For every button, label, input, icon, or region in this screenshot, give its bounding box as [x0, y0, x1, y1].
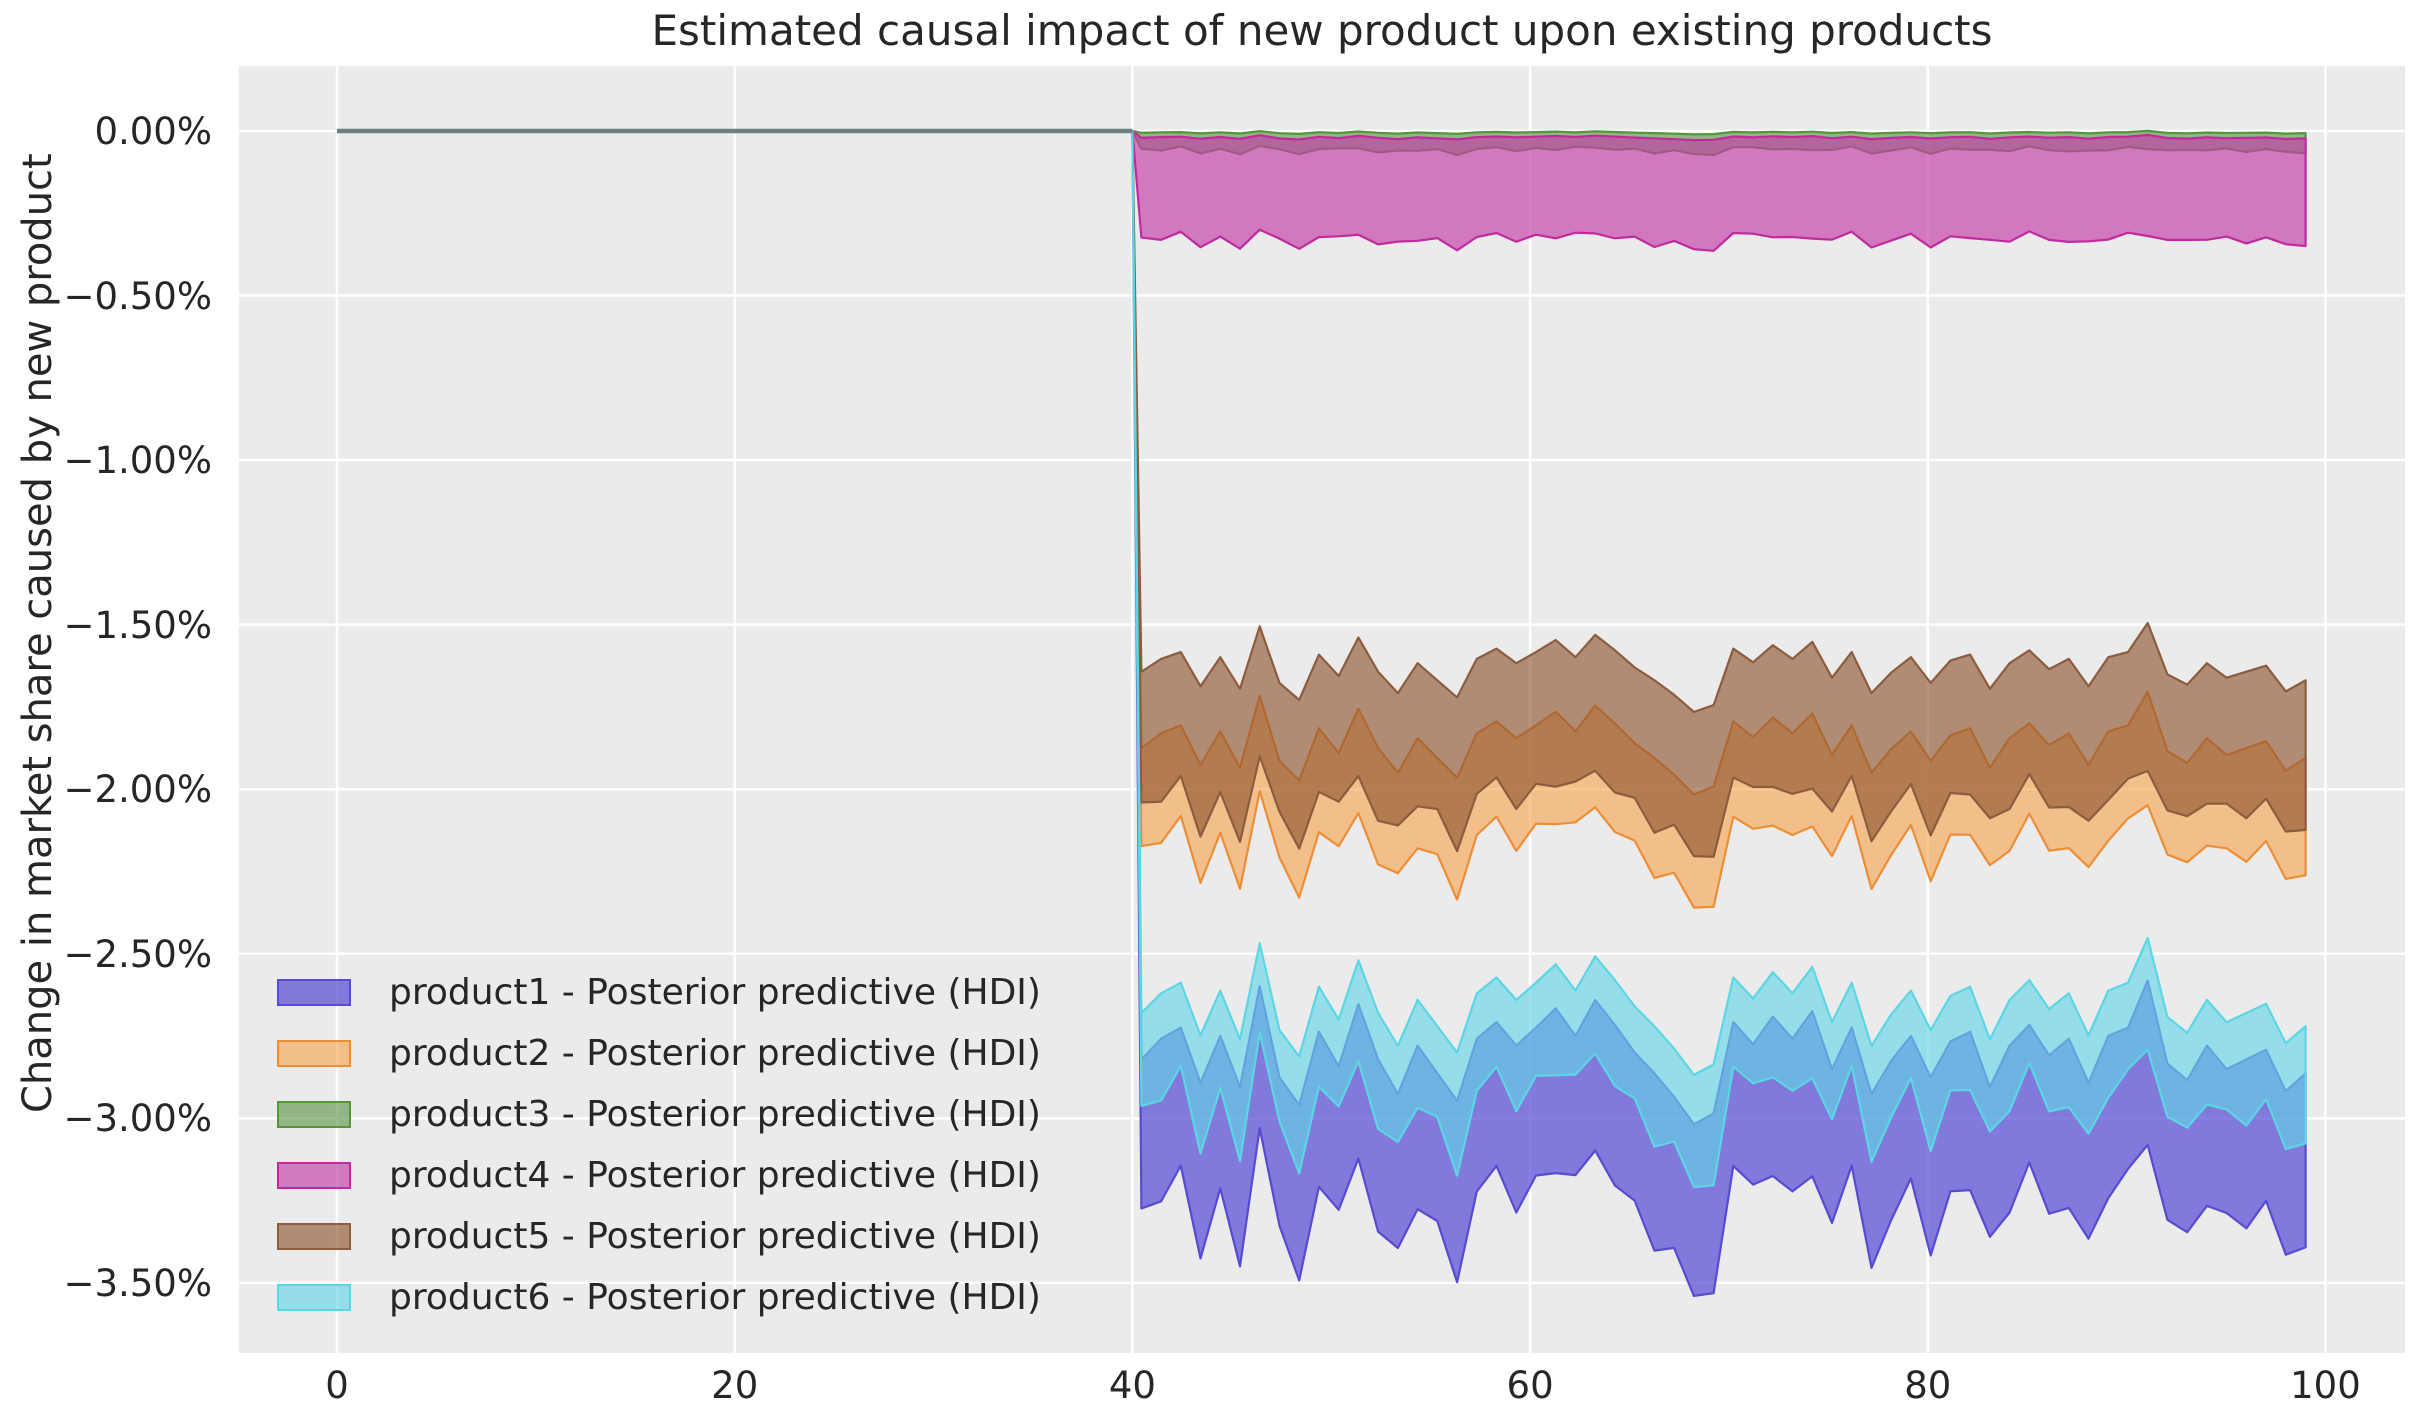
legend-label: product2 - Posterior predictive (HDI): [389, 1033, 1041, 1074]
legend-item-product3: product3 - Posterior predictive (HDI): [277, 1084, 1041, 1145]
hdi-band-product5: [1131, 129, 2307, 858]
hdi-band-product4: [1131, 129, 2307, 252]
y-tick-label: −3.50%: [63, 1261, 212, 1305]
y-tick-label: −3.00%: [63, 1097, 212, 1141]
y-tick-label: −0.50%: [63, 274, 212, 318]
legend-swatch-product2: [277, 1040, 351, 1067]
y-tick-label: −2.00%: [63, 768, 212, 812]
x-tick-label: 40: [1108, 1364, 1156, 1407]
x-tick-label: 80: [1904, 1364, 1952, 1407]
x-tick-label: 60: [1506, 1364, 1554, 1407]
legend-item-product6: product6 - Posterior predictive (HDI): [277, 1267, 1041, 1328]
legend-swatch-product1: [277, 979, 351, 1006]
x-tick-label: 100: [2290, 1364, 2361, 1407]
legend-swatch-product5: [277, 1223, 351, 1250]
legend-label: product1 - Posterior predictive (HDI): [389, 972, 1041, 1013]
legend-item-product2: product2 - Posterior predictive (HDI): [277, 1023, 1041, 1084]
legend-item-product4: product4 - Posterior predictive (HDI): [277, 1145, 1041, 1206]
legend-swatch-product3: [277, 1101, 351, 1128]
y-tick-label: −1.00%: [63, 439, 212, 483]
legend-swatch-product6: [277, 1284, 351, 1311]
y-tick-label: −2.50%: [63, 932, 212, 976]
y-axis-label: Change in market share caused by new pro…: [15, 153, 61, 1113]
x-tick-label: 20: [711, 1364, 759, 1407]
legend-label: product4 - Posterior predictive (HDI): [389, 1155, 1041, 1196]
hdi-band-product6: [1131, 129, 2307, 1189]
legend-label: product6 - Posterior predictive (HDI): [389, 1277, 1041, 1318]
legend-label: product5 - Posterior predictive (HDI): [389, 1216, 1041, 1257]
y-tick-label: −1.50%: [63, 603, 212, 647]
legend-item-product1: product1 - Posterior predictive (HDI): [277, 962, 1041, 1023]
x-tick-label: 0: [325, 1364, 349, 1407]
legend-item-product5: product5 - Posterior predictive (HDI): [277, 1206, 1041, 1267]
legend-label: product3 - Posterior predictive (HDI): [389, 1094, 1041, 1135]
legend: product1 - Posterior predictive (HDI) pro…: [277, 962, 1041, 1328]
y-tick-label: 0.00%: [94, 110, 212, 153]
legend-swatch-product4: [277, 1162, 351, 1189]
chart-title: Estimated causal impact of new product u…: [651, 6, 1993, 55]
